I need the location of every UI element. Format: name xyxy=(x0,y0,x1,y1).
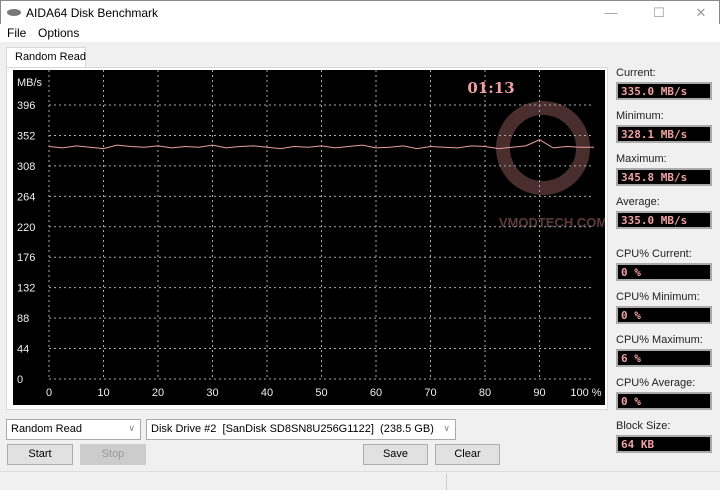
title-bar: AIDA64 Disk Benchmark — ☐ ✕ xyxy=(0,0,720,24)
status-divider xyxy=(446,474,447,490)
tab-random-read[interactable]: Random Read xyxy=(6,47,86,68)
series-line xyxy=(48,139,594,150)
x-tick-label: 40 xyxy=(261,387,273,399)
y-tick-label: 264 xyxy=(17,191,35,203)
minimum-value: 328.1 MB/s xyxy=(616,125,712,143)
menu-bar: File Options xyxy=(0,24,720,42)
chart-svg: VMODTECH.COM 0 44 88 132 176 220 264 308 352 396 MB… xyxy=(17,70,605,399)
y-tick-label: 132 xyxy=(17,283,35,295)
chevron-down-icon: ∨ xyxy=(443,423,450,433)
disk-icon xyxy=(7,9,21,16)
chevron-down-icon: ∨ xyxy=(128,423,135,433)
clear-button[interactable]: Clear xyxy=(435,444,500,465)
x-tick-label: 10 xyxy=(97,387,109,399)
x-tick-label: 90 xyxy=(533,387,545,399)
test-select[interactable]: Random Read ∨ xyxy=(6,419,141,440)
cpu-current-value: 0 % xyxy=(616,263,712,281)
maximum-value: 345.8 MB/s xyxy=(616,168,712,186)
x-tick-label: 30 xyxy=(206,387,218,399)
y-tick-label: 352 xyxy=(17,130,35,142)
status-bar xyxy=(0,471,720,490)
watermark-emblem xyxy=(496,101,590,195)
maximum-label: Maximum: xyxy=(616,153,667,165)
cpu-maximum-value: 6 % xyxy=(616,349,712,367)
y-tick-label: 396 xyxy=(17,100,35,112)
minimize-button[interactable]: — xyxy=(604,5,618,20)
y-tick-label: 44 xyxy=(17,344,29,356)
average-label: Average: xyxy=(616,196,660,208)
cpu-minimum-value: 0 % xyxy=(616,306,712,324)
x-tick-label: 60 xyxy=(370,387,382,399)
drive-select[interactable]: Disk Drive #2 [SanDisk SD8SN8U256G1122] … xyxy=(146,419,456,440)
menu-file[interactable]: File xyxy=(7,26,27,40)
current-value: 335.0 MB/s xyxy=(616,82,712,100)
cpu-current-label: CPU% Current: xyxy=(616,248,692,260)
close-button[interactable]: ✕ xyxy=(695,5,707,20)
current-label: Current: xyxy=(616,67,656,79)
block-size-label: Block Size: xyxy=(616,420,671,432)
x-tick-label: 80 xyxy=(479,387,491,399)
window-title: AIDA64 Disk Benchmark xyxy=(26,6,159,20)
average-value: 335.0 MB/s xyxy=(616,211,712,229)
save-button[interactable]: Save xyxy=(363,444,428,465)
minimum-label: Minimum: xyxy=(616,110,664,122)
x-tick-label: 100 % xyxy=(570,387,601,399)
y-tick-label: 308 xyxy=(17,161,35,173)
menu-options[interactable]: Options xyxy=(38,26,80,40)
y-tick-label: 220 xyxy=(17,222,35,234)
x-tick-label: 20 xyxy=(152,387,164,399)
watermark-logo: VMODTECH.COM xyxy=(499,215,605,230)
x-tick-label: 70 xyxy=(424,387,436,399)
cpu-average-value: 0 % xyxy=(616,392,712,410)
y-tick-label: 176 xyxy=(17,252,35,264)
cpu-maximum-label: CPU% Maximum: xyxy=(616,334,703,346)
cpu-minimum-label: CPU% Minimum: xyxy=(616,291,700,303)
test-select-value: Random Read xyxy=(11,423,82,435)
stop-button[interactable]: Stop xyxy=(80,444,146,465)
cpu-average-label: CPU% Average: xyxy=(616,377,696,389)
x-tick-label: 0 xyxy=(46,387,52,399)
block-size-value: 64 KB xyxy=(616,435,712,453)
maximize-button[interactable]: ☐ xyxy=(653,5,665,20)
start-button[interactable]: Start xyxy=(7,444,73,465)
y-tick-label: 0 xyxy=(17,374,23,386)
benchmark-chart: VMODTECH.COM 0 44 88 132 176 220 264 308 352 396 MB… xyxy=(13,70,605,405)
elapsed-time: 01:13 xyxy=(467,79,514,97)
y-axis-label: MB/s xyxy=(17,77,43,89)
y-tick-label: 88 xyxy=(17,313,29,325)
x-tick-label: 50 xyxy=(315,387,327,399)
drive-select-value: Disk Drive #2 [SanDisk SD8SN8U256G1122] … xyxy=(151,423,434,435)
